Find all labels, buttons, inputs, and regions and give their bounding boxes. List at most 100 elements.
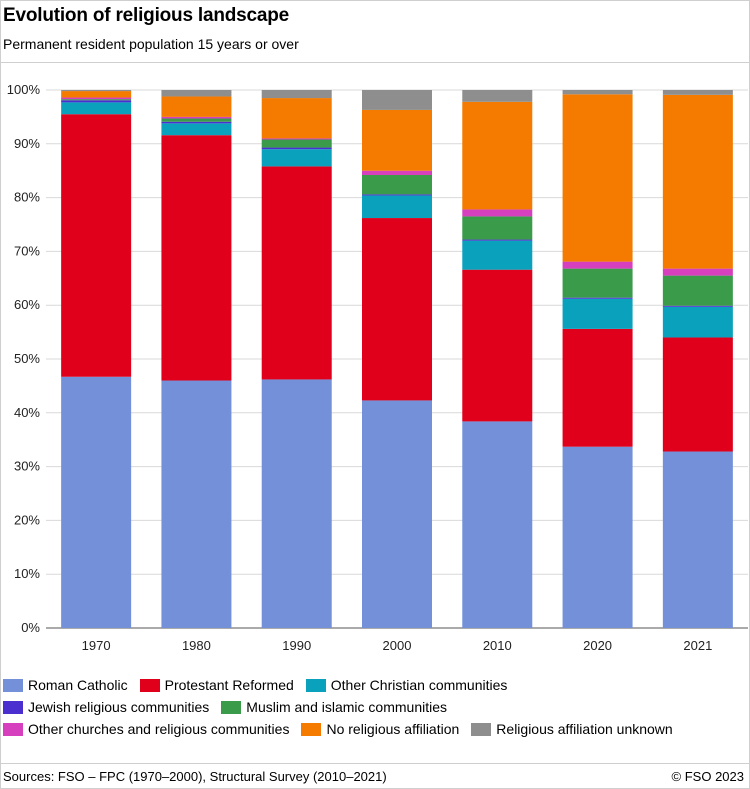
legend: Roman Catholic Protestant Reformed Other C… — [3, 674, 743, 740]
bar-segment — [362, 109, 432, 171]
bar-segment — [61, 99, 132, 101]
bar-segment — [161, 118, 232, 122]
bar-segment — [362, 170, 432, 176]
x-tick-label: 1990 — [282, 638, 311, 653]
x-tick-label: 2020 — [583, 638, 612, 653]
bar-segment — [562, 328, 633, 447]
legend-row: Roman Catholic Protestant Reformed Other C… — [3, 674, 743, 696]
legend-row: Other churches and religious communities… — [3, 718, 743, 740]
y-tick-label: 10% — [14, 566, 40, 581]
legend-item: Religious affiliation unknown — [471, 721, 673, 737]
source-note: Sources: FSO – FPC (1970–2000), Structur… — [3, 769, 387, 784]
y-tick-label: 0% — [21, 620, 40, 635]
bar-segment — [662, 90, 733, 95]
bar-segment — [61, 114, 132, 377]
bar-segment — [662, 268, 733, 276]
legend-item: Protestant Reformed — [139, 677, 294, 693]
bar-segment — [161, 121, 232, 124]
x-tick-label: 1980 — [182, 638, 211, 653]
legend-label: Roman Catholic — [28, 677, 128, 693]
bar-segment — [562, 94, 633, 262]
bar-segment — [161, 116, 232, 119]
legend-item: Jewish religious communities — [3, 699, 209, 715]
bar-segment — [662, 451, 733, 628]
bar-segment — [61, 90, 132, 92]
stacked-bar-chart: 0% 10% 20% 30% 40% 50% 60% 70% 80% 90% 100% 1970 198… — [7, 82, 748, 653]
legend-swatch — [301, 722, 322, 736]
bar-segment — [161, 123, 232, 136]
legend-item: Other Christian communities — [305, 677, 508, 693]
legend-item: No religious affiliation — [301, 721, 459, 737]
chart-title: Evolution of religious landscape — [3, 5, 290, 26]
legend-item: Muslim and islamic communities — [221, 699, 447, 715]
bar-segment — [261, 166, 332, 380]
legend-label: Jewish religious communities — [28, 699, 210, 715]
legend-label: Muslim and islamic communities — [246, 699, 448, 715]
legend-item: Other churches and religious communities — [3, 721, 289, 737]
bar-segment — [462, 239, 533, 241]
bar-segment — [61, 102, 132, 115]
bar-segment — [562, 261, 633, 269]
bar-segment — [161, 90, 232, 97]
legend-row: Jewish religious communities Muslim and i… — [3, 696, 743, 718]
legend-swatch — [471, 722, 492, 736]
y-tick-label: 100% — [7, 82, 41, 97]
y-tick-label: 40% — [14, 405, 40, 420]
bar-segment — [261, 149, 332, 167]
bar-segment — [161, 135, 232, 381]
legend-label: Protestant Reformed — [164, 677, 294, 693]
header-divider — [0, 62, 750, 63]
chart-subtitle: Permanent resident population 15 years o… — [3, 36, 299, 52]
bar-segment — [462, 269, 533, 422]
bar-segment — [261, 147, 332, 150]
legend-swatch — [221, 700, 242, 714]
bar-segment — [261, 379, 332, 628]
bar-segment — [662, 94, 733, 269]
y-tick-label: 50% — [14, 351, 40, 366]
legend-swatch — [3, 722, 23, 736]
x-tick-label: 1970 — [82, 638, 111, 653]
bar-segment — [662, 337, 733, 452]
bar-segment — [61, 376, 132, 628]
y-tick-label: 80% — [14, 190, 40, 205]
y-tick-label: 30% — [14, 459, 40, 474]
bar-segment — [362, 175, 432, 195]
bar-segment — [462, 90, 533, 102]
y-tick-label: 60% — [14, 297, 40, 312]
bar-segment — [362, 194, 432, 196]
bar-segment — [61, 97, 132, 100]
bar-segment — [462, 240, 533, 270]
bar-segment — [161, 380, 232, 628]
bar-segment — [562, 90, 633, 95]
bar-segment — [362, 195, 432, 219]
bar-segment — [662, 275, 733, 306]
bar-segment — [562, 298, 633, 329]
bar-segment — [362, 218, 432, 401]
bar-segment — [161, 96, 232, 117]
bar-segment — [462, 216, 533, 240]
legend-label: No religious affiliation — [326, 721, 460, 737]
bar-segment — [562, 446, 633, 628]
y-tick-label: 90% — [14, 136, 40, 151]
legend-item: Roman Catholic — [3, 677, 128, 693]
bar-segment — [261, 98, 332, 139]
footer-divider — [0, 763, 750, 764]
bar-segment — [462, 209, 533, 217]
legend-swatch — [3, 678, 23, 692]
x-tick-label: 2021 — [683, 638, 712, 653]
bar-segment — [562, 268, 633, 298]
legend-swatch — [305, 678, 326, 692]
legend-swatch — [139, 678, 160, 692]
bar-segment — [61, 91, 132, 98]
legend-label: Other Christian communities — [330, 677, 508, 693]
x-tick-label: 2010 — [483, 638, 512, 653]
bar-segment — [362, 90, 432, 110]
legend-swatch — [3, 700, 23, 714]
legend-label: Religious affiliation unknown — [496, 721, 673, 737]
bar-segment — [462, 101, 533, 210]
bar-segment — [662, 306, 733, 338]
bar-segment — [362, 400, 432, 628]
bar-segment — [61, 100, 132, 103]
bar-segment — [261, 138, 332, 140]
y-tick-label: 20% — [14, 512, 40, 527]
